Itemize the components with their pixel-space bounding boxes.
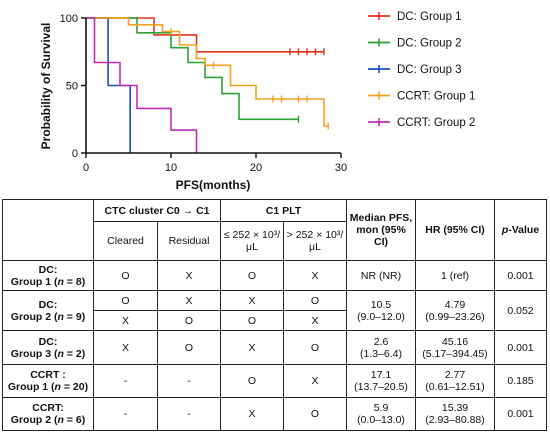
km-chart: 0 10 20 30 0 50 100 Probability of Survival PF… bbox=[39, 11, 475, 192]
x-tick-label: 20 bbox=[250, 162, 262, 174]
cell-cleared: O bbox=[93, 260, 158, 291]
header-median-pfs: Median PFS, mon (95% CI) bbox=[346, 199, 416, 261]
cell-plt-high: O bbox=[283, 397, 347, 431]
results-table-container: CTC cluster C0 → C1 C1 PLT Median PFS, m… bbox=[2, 199, 547, 431]
cell-plt-high: O bbox=[283, 330, 347, 365]
legend-label-ccrt-group-1: CCRT: Group 1 bbox=[397, 91, 475, 103]
legend-label-dc-group-2: DC: Group 2 bbox=[397, 38, 462, 50]
cell-plt-high: X bbox=[283, 310, 347, 331]
p-letter: p bbox=[501, 224, 509, 236]
cell-plt-low: X bbox=[220, 290, 284, 311]
table-header-row: CTC cluster C0 → C1 C1 PLT Median PFS, m… bbox=[2, 199, 547, 261]
plot-area bbox=[86, 17, 329, 153]
y-tick-label: 0 bbox=[72, 148, 78, 160]
group-label: CCRT : Group 1 (n = 20) bbox=[2, 364, 94, 398]
cell-plt-low: X bbox=[220, 330, 284, 365]
cell-residual: X bbox=[157, 290, 221, 311]
cell-hr: 1 (ref) bbox=[415, 260, 495, 291]
cell-p: 0.001 bbox=[494, 397, 547, 431]
cell-plt-high: O bbox=[283, 290, 347, 311]
cell-residual: X bbox=[157, 260, 221, 291]
cell-plt-low: O bbox=[220, 364, 284, 398]
cell-plt-low: X bbox=[220, 397, 284, 431]
x-tick-label: 0 bbox=[83, 162, 89, 174]
cell-median: 17.1 (13.7–20.5) bbox=[346, 364, 416, 398]
legend: DC: Group 1 DC: Group 2 DC: Group 3 CCRT: G… bbox=[368, 11, 475, 129]
cell-cleared: O bbox=[93, 290, 158, 311]
x-tick-label: 30 bbox=[335, 162, 347, 174]
series-line-ccrt-group-1 bbox=[86, 17, 329, 127]
cell-plt-high: X bbox=[283, 260, 347, 291]
group-label: DC: Group 1 (n = 8) bbox=[2, 260, 94, 291]
cell-hr: 2.77 (0.61–12.51) bbox=[415, 364, 495, 398]
cell-plt-high: X bbox=[283, 364, 347, 398]
subheader-residual: Residual bbox=[157, 221, 221, 261]
cell-residual: O bbox=[157, 310, 221, 331]
cell-median: NR (NR) bbox=[346, 260, 416, 291]
group-label: DC: Group 3 (n = 2) bbox=[2, 330, 94, 365]
cell-p: 0.185 bbox=[494, 364, 547, 398]
cell-p: 0.052 bbox=[494, 290, 547, 331]
header-ctc-cluster: CTC cluster C0 → C1 bbox=[93, 199, 221, 222]
series-line-ccrt-group-2 bbox=[86, 17, 198, 153]
table-row: X O O X bbox=[3, 310, 547, 331]
group-label: CCRT: Group 2 (n = 6) bbox=[2, 397, 94, 431]
legend-label-dc-group-3: DC: Group 3 bbox=[397, 64, 462, 76]
cell-residual: - bbox=[157, 364, 221, 398]
cell-hr: 4.79 (0.99–23.26) bbox=[415, 290, 495, 331]
header-p-value: p-Value bbox=[494, 199, 547, 261]
x-axis-label: PFS(months) bbox=[176, 178, 251, 192]
cell-plt-low: O bbox=[220, 260, 284, 291]
series-line-dc-group-1 bbox=[86, 17, 324, 53]
header-hr: HR (95% CI) bbox=[415, 199, 495, 261]
cell-cleared: - bbox=[93, 364, 158, 398]
cell-median: 2.6 (1.3–6.4) bbox=[346, 330, 416, 365]
table-row: CCRT : Group 1 (n = 20) - - O X 17.1 (13.7… bbox=[2, 364, 547, 398]
legend-label-dc-group-1: DC: Group 1 bbox=[397, 11, 462, 23]
results-table: CTC cluster C0 → C1 C1 PLT Median PFS, m… bbox=[2, 199, 547, 431]
axis-ticks: 0 10 20 30 0 50 100 bbox=[60, 13, 347, 174]
y-tick-label: 100 bbox=[60, 13, 78, 25]
cell-residual: O bbox=[157, 330, 221, 365]
legend-label-ccrt-group-2: CCRT: Group 2 bbox=[397, 117, 475, 129]
subheader-cleared: Cleared bbox=[93, 221, 158, 261]
y-tick-label: 50 bbox=[66, 81, 78, 93]
table-row: DC: Group 2 (n = 9) O X X O 10.5 (9.0–12.0… bbox=[2, 290, 547, 331]
x-tick-label: 10 bbox=[165, 162, 177, 174]
cell-median: 5.9 (0.0–13.0) bbox=[346, 397, 416, 431]
cell-p: 0.001 bbox=[494, 260, 547, 291]
header-empty-cell bbox=[2, 199, 94, 261]
cell-p: 0.001 bbox=[494, 330, 547, 365]
cell-cleared: - bbox=[93, 397, 158, 431]
cell-median: 10.5 (9.0–12.0) bbox=[346, 290, 416, 331]
cell-cleared: X bbox=[93, 310, 158, 331]
table-row: CCRT: Group 2 (n = 6) - - X O 5.9 (0.0–13.… bbox=[2, 397, 547, 431]
cell-cleared: X bbox=[93, 330, 158, 365]
subheader-plt-low: ≤ 252 × 10³/μL bbox=[220, 221, 284, 261]
header-c1-plt: C1 PLT bbox=[220, 199, 347, 222]
table-row: DC: Group 3 (n = 2) X O X O 2.6 (1.3–6.4) … bbox=[2, 330, 547, 365]
subheader-plt-high: > 252 × 10³/μL bbox=[283, 221, 347, 261]
series-line-dc-group-2 bbox=[86, 17, 299, 121]
cell-plt-low: O bbox=[220, 310, 284, 331]
cell-hr: 15.39 (2.93–80.88) bbox=[415, 397, 495, 431]
cell-residual: - bbox=[157, 397, 221, 431]
group-label: DC: Group 2 (n = 9) bbox=[2, 290, 94, 331]
cell-hr: 45.16 (5.17–394.45) bbox=[415, 330, 495, 365]
y-axis-label: Probability of Survival bbox=[39, 23, 53, 150]
table-row: DC: Group 1 (n = 8) O X O X NR (NR) 1 (re… bbox=[2, 260, 547, 291]
